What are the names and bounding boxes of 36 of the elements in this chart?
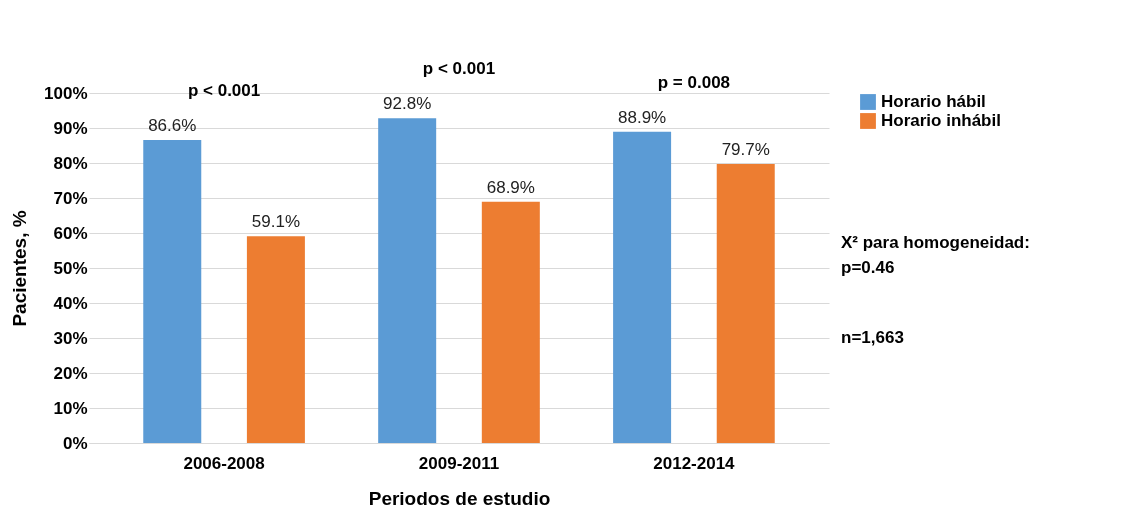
data-label: 79.7% — [721, 140, 770, 160]
y-tick-label: 100% — [44, 83, 88, 103]
data-label: 68.9% — [486, 177, 535, 197]
bar — [481, 201, 540, 443]
y-tick-label: 50% — [53, 258, 88, 278]
y-tick-label: 70% — [53, 188, 88, 208]
bar — [246, 236, 305, 443]
bar — [716, 164, 775, 443]
text: X² para homogeneidad: — [841, 233, 1030, 252]
annotation: p < 0.001 — [187, 80, 261, 100]
text: p=0.46 — [841, 258, 895, 277]
bar — [613, 131, 672, 443]
y-tick-label: 20% — [53, 363, 88, 383]
data-label: 86.6% — [148, 115, 197, 135]
y-tick-label: 30% — [53, 328, 88, 348]
y-tick-label: 40% — [53, 293, 88, 313]
text: n=1,663 — [841, 328, 904, 347]
bar — [143, 139, 202, 443]
data-label: 59.1% — [251, 212, 300, 232]
x-tick-label: 2009-2011 — [418, 453, 500, 473]
y-tick-label: 10% — [53, 398, 88, 418]
x-tick-label: 2012-2014 — [653, 453, 736, 473]
x-axis-title: Periodos de estudio — [368, 487, 551, 509]
y-tick-label: 60% — [53, 223, 88, 243]
y-tick-label: 0% — [62, 433, 88, 453]
data-label: 88.9% — [618, 107, 667, 127]
legend-label: Horario hábil — [881, 92, 986, 111]
legend-label: Horario inhábil — [881, 111, 1001, 130]
x-tick-label: 2006-2008 — [183, 453, 265, 473]
text: p < 0.001 — [422, 59, 496, 79]
y-axis-title: Pacientes, % — [9, 210, 31, 327]
text: p = 0.008 — [657, 72, 731, 92]
y-tick-label: 80% — [53, 153, 88, 173]
data-label: 92.8% — [383, 94, 432, 114]
bar — [378, 118, 437, 443]
y-tick-label: 90% — [53, 118, 88, 138]
